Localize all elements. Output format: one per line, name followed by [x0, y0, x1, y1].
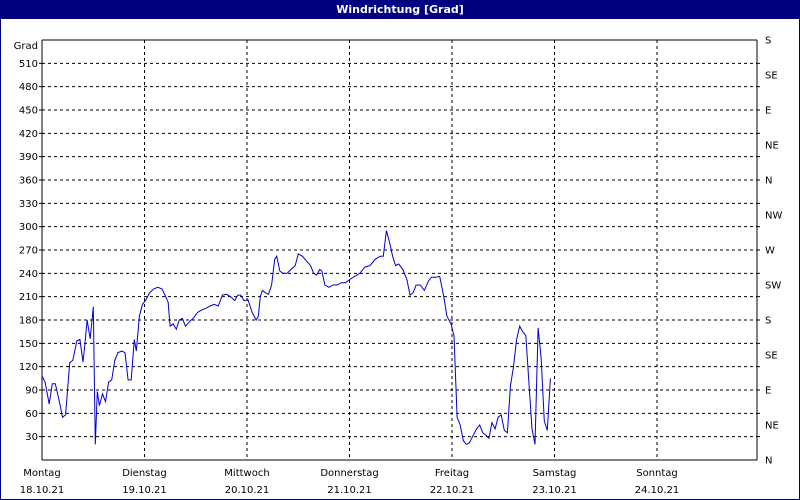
y2-tick-label: NE: [765, 421, 779, 432]
y-tick-label: 420: [19, 129, 38, 140]
x-tick-date: 18.10.21: [20, 485, 65, 496]
y-tick-label: 240: [19, 269, 38, 280]
y-tick-label: 300: [19, 222, 38, 233]
x-tick-date: 21.10.21: [327, 485, 372, 496]
y2-tick-label: S: [765, 36, 771, 47]
y2-tick-label: S: [765, 316, 771, 327]
series-line: [41, 230, 551, 446]
y2-tick-label: N: [765, 456, 772, 467]
y-tick-label: 90: [25, 386, 38, 397]
y-tick-label: 360: [19, 176, 38, 187]
x-tick-day: Freitag: [435, 468, 469, 479]
x-tick-date: 23.10.21: [532, 485, 577, 496]
x-tick-date: 22.10.21: [430, 485, 475, 496]
y-tick-label: 270: [19, 246, 38, 257]
y-tick-label: 480: [19, 82, 38, 93]
y2-tick-label: SE: [765, 351, 778, 362]
x-tick-day: Donnerstag: [320, 468, 378, 479]
y2-tick-label: NW: [765, 211, 782, 222]
y2-tick-label: E: [765, 106, 771, 117]
y-tick-label: 180: [19, 316, 38, 327]
chart-title: Windrichtung [Grad]: [1, 1, 799, 19]
y-tick-label: 150: [19, 339, 38, 350]
y-tick-label: 120: [19, 362, 38, 373]
y2-tick-label: SW: [765, 281, 781, 292]
y-tick-label: 60: [25, 409, 38, 420]
y-tick-label: 390: [19, 152, 38, 163]
x-tick-day: Samstag: [533, 468, 577, 479]
x-tick-day: Mittwoch: [224, 468, 269, 479]
y-tick-label: 450: [19, 106, 38, 117]
y-tick-label: 210: [19, 292, 38, 303]
y2-tick-label: W: [765, 246, 775, 257]
x-tick-date: 24.10.21: [635, 485, 680, 496]
x-tick-day: Dienstag: [122, 468, 167, 479]
x-tick-date: 20.10.21: [225, 485, 270, 496]
y2-tick-label: NE: [765, 141, 779, 152]
x-tick-date: 19.10.21: [122, 485, 167, 496]
y2-tick-label: SE: [765, 71, 778, 82]
y-axis-label: Grad: [14, 41, 38, 52]
y-tick-label: 30: [25, 432, 38, 443]
y-tick-label: 330: [19, 199, 38, 210]
y2-tick-label: E: [765, 386, 771, 397]
x-tick-day: Sonntag: [636, 468, 678, 479]
y2-tick-label: N: [765, 176, 772, 187]
y-tick-label: 510: [19, 59, 38, 70]
x-tick-day: Montag: [23, 468, 60, 479]
